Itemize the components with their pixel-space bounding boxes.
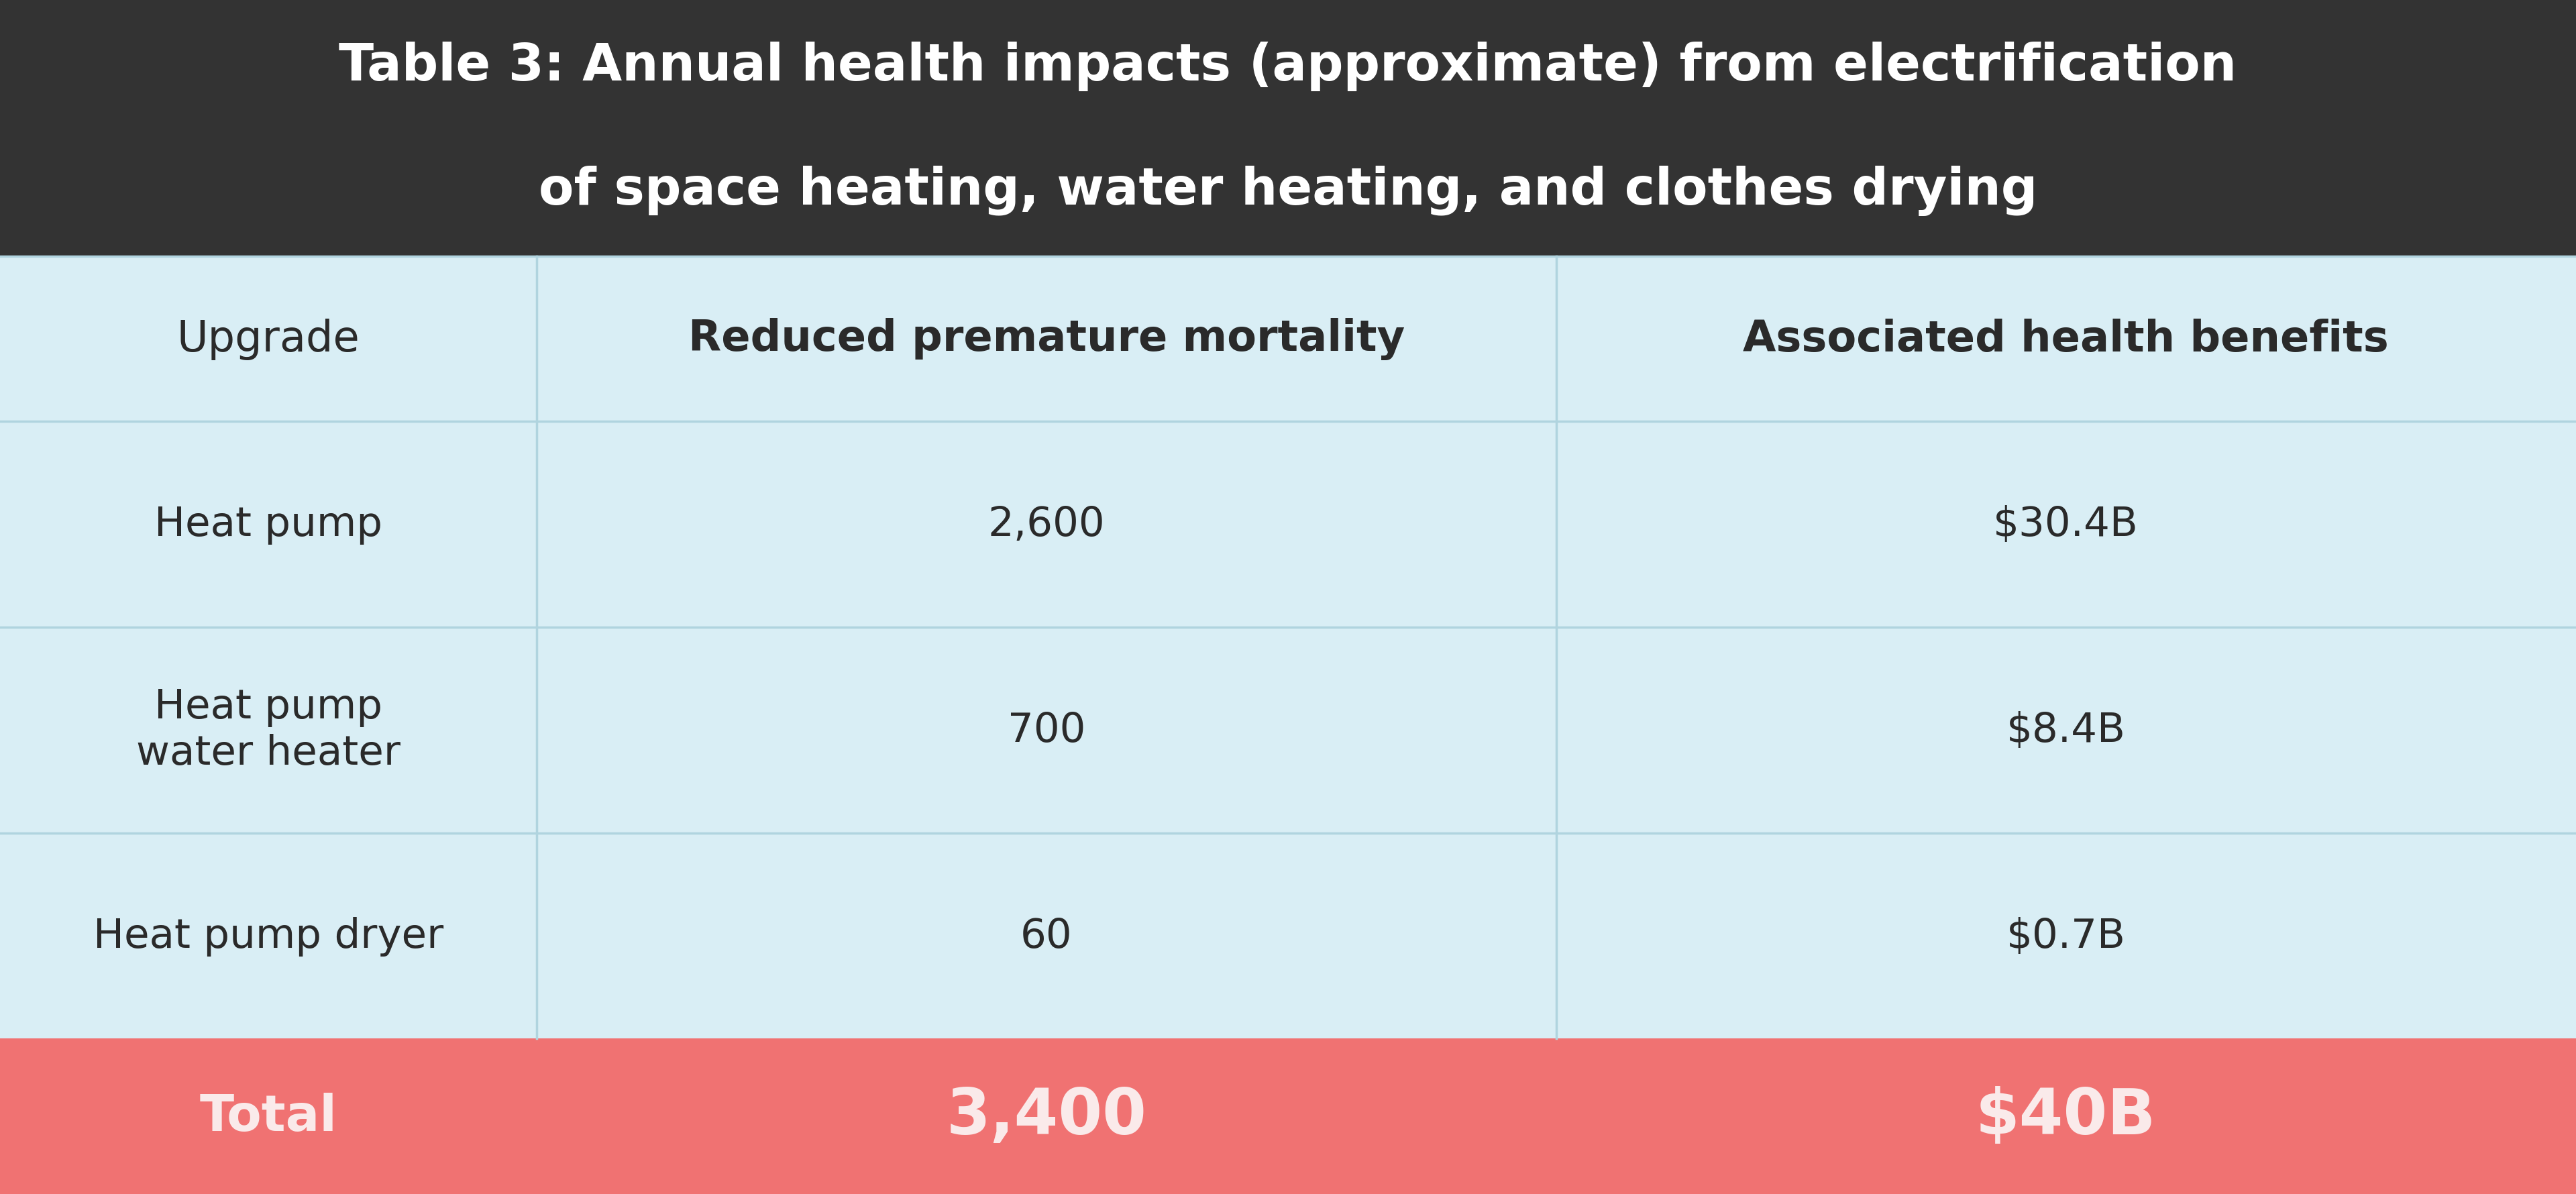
Text: Associated health benefits: Associated health benefits [1744, 319, 2388, 359]
Text: $40B: $40B [1976, 1085, 2156, 1147]
Text: Heat pump: Heat pump [155, 505, 381, 544]
Bar [0, 1039, 2576, 1194]
Text: $30.4B: $30.4B [1994, 505, 2138, 544]
Text: Reduced premature mortality: Reduced premature mortality [688, 318, 1404, 361]
Bar [0, 0, 2576, 257]
Text: Heat pump
water heater: Heat pump water heater [137, 688, 399, 773]
Text: 60: 60 [1020, 916, 1072, 955]
Text: 2,600: 2,600 [987, 505, 1105, 544]
Text: $0.7B: $0.7B [2007, 916, 2125, 955]
Bar [0, 257, 2576, 1194]
Text: Table 3: Annual health impacts (approximate) from electrification: Table 3: Annual health impacts (approxim… [340, 42, 2236, 91]
Text: Upgrade: Upgrade [178, 319, 361, 359]
Text: Total: Total [198, 1093, 337, 1140]
Text: Heat pump dryer: Heat pump dryer [93, 916, 443, 955]
Text: $8.4B: $8.4B [2007, 710, 2125, 750]
Text: of space heating, water heating, and clothes drying: of space heating, water heating, and clo… [538, 165, 2038, 216]
Text: 3,400: 3,400 [945, 1085, 1146, 1147]
Text: 700: 700 [1007, 710, 1084, 750]
